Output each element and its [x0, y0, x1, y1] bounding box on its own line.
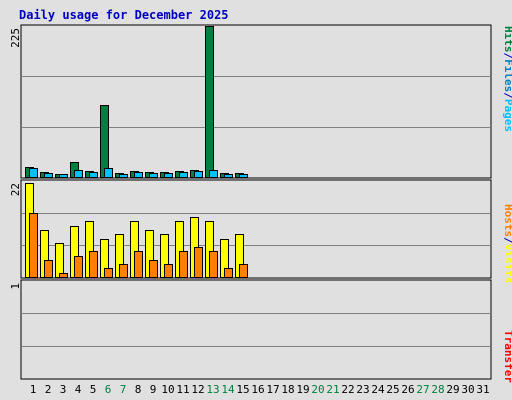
x-tick-label-day-14: 14: [221, 383, 235, 396]
x-tick-label-day-4: 4: [75, 383, 82, 396]
bar-hosts-day-6: [104, 268, 113, 278]
side-label-part: /: [502, 237, 512, 244]
bar-hosts-day-3: [59, 273, 68, 278]
bar-pages-day-14: [224, 174, 233, 178]
x-tick-label-day-30: 30: [461, 383, 474, 396]
bar-hits-day-13: [205, 26, 214, 178]
side-label-transfer: Transfer: [502, 330, 512, 383]
bar-hosts-day-8: [134, 251, 143, 278]
x-tick-label-day-10: 10: [161, 383, 174, 396]
x-tick-label-day-9: 9: [150, 383, 157, 396]
x-tick-label-day-23: 23: [356, 383, 369, 396]
bar-pages-day-15: [239, 174, 248, 178]
side-label-visits_hosts: Hosts/Visits: [502, 204, 512, 284]
bar-hosts-day-2: [44, 260, 53, 278]
panel-frame: [20, 179, 492, 279]
bar-pages-day-1: [29, 168, 38, 178]
x-tick-label-day-18: 18: [281, 383, 294, 396]
x-tick-label-day-11: 11: [176, 383, 189, 396]
x-tick-label-day-26: 26: [401, 383, 414, 396]
x-tick-label-day-27: 27: [416, 383, 429, 396]
bar-pages-day-13: [209, 170, 218, 178]
panel-frame: [20, 24, 492, 179]
x-tick-label-day-1: 1: [30, 383, 37, 396]
x-axis-day-labels: 1 2 3 4 5 6 7 8 9 10 11 12 13 14 15 16 17 18 19 20 21 22 23 24 2…: [30, 383, 490, 396]
x-tick-label-day-22: 22: [341, 383, 354, 396]
side-label-part: /: [502, 53, 512, 60]
bar-hosts-day-1: [29, 213, 38, 278]
x-tick-label-day-5: 5: [90, 383, 97, 396]
bar-pages-day-2: [44, 173, 53, 178]
side-label-part: /: [502, 92, 512, 99]
side-label-part: Visits: [502, 244, 512, 284]
x-tick-label-day-28: 28: [431, 383, 444, 396]
y-max-label: 1: [9, 283, 22, 290]
side-label-part: Hits: [502, 26, 512, 53]
panel-visits_hosts: 22 Hosts/Visits: [9, 179, 512, 284]
x-tick-label-day-19: 19: [296, 383, 309, 396]
x-tick-label-day-31: 31: [476, 383, 489, 396]
x-tick-label-day-17: 17: [266, 383, 279, 396]
bar-pages-day-8: [134, 172, 143, 178]
x-tick-label-day-6: 6: [105, 383, 112, 396]
bar-pages-day-3: [59, 174, 68, 178]
bar-pages-day-9: [149, 173, 158, 178]
bar-hosts-day-13: [209, 251, 218, 278]
x-tick-label-day-20: 20: [311, 383, 324, 396]
bar-pages-day-4: [74, 170, 83, 178]
side-label-part: Hosts: [502, 204, 512, 237]
bar-hosts-day-15: [239, 264, 248, 278]
chart-title: Daily usage for December 2025: [19, 8, 229, 22]
x-tick-label-day-16: 16: [251, 383, 264, 396]
y-max-label: 225: [9, 28, 22, 48]
side-label-part: Transfer: [502, 330, 512, 383]
chart-panels: 225Hits/Files/Pages22Hosts/Visits1Transf…: [9, 24, 512, 383]
bar-pages-day-6: [104, 168, 113, 178]
x-tick-label-day-2: 2: [45, 383, 52, 396]
bar-hosts-day-11: [179, 251, 188, 278]
y-max-label: 22: [9, 183, 22, 196]
x-tick-label-day-29: 29: [446, 383, 459, 396]
bar-hits-day-6: [100, 105, 109, 178]
bar-hosts-day-10: [164, 264, 173, 278]
x-tick-label-day-24: 24: [371, 383, 385, 396]
side-label-hits_files_pages: Hits/Files/Pages: [502, 26, 512, 132]
bar-visits-day-3: [55, 243, 64, 278]
x-tick-label-day-3: 3: [60, 383, 67, 396]
panel-frame: [20, 279, 492, 380]
x-tick-label-day-15: 15: [236, 383, 249, 396]
side-label-part: Pages: [502, 99, 512, 132]
bar-hosts-day-5: [89, 251, 98, 278]
x-tick-label-day-25: 25: [386, 383, 399, 396]
x-tick-label-day-8: 8: [135, 383, 142, 396]
bar-hosts-day-9: [149, 260, 158, 278]
side-label-part: Files: [502, 59, 512, 92]
bar-hosts-day-4: [74, 256, 83, 278]
bar-hosts-day-7: [119, 264, 128, 278]
bar-pages-day-10: [164, 173, 173, 178]
x-tick-label-day-21: 21: [326, 383, 339, 396]
x-tick-label-day-7: 7: [120, 383, 127, 396]
panel-transfer: 1 Transfer: [9, 279, 512, 383]
bar-pages-day-12: [194, 171, 203, 178]
bar-pages-day-11: [179, 172, 188, 178]
bar-hosts-day-12: [194, 247, 203, 278]
bar-pages-day-5: [89, 172, 98, 178]
bar-pages-day-7: [119, 174, 128, 178]
x-tick-label-day-13: 13: [206, 383, 219, 396]
bar-hosts-day-14: [224, 268, 233, 278]
x-tick-label-day-12: 12: [191, 383, 204, 396]
